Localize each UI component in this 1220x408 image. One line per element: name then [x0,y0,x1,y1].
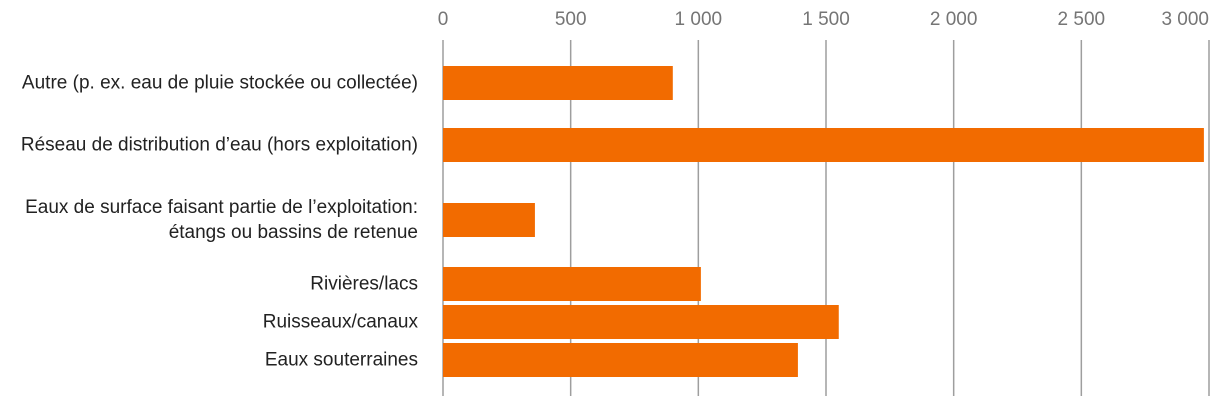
x-tick-label: 2 500 [1058,9,1106,30]
bar [443,66,673,100]
y-tick-label: Ruisseaux/canaux [262,311,418,333]
x-tick-label: 1 500 [802,9,850,30]
bar [443,343,798,377]
y-tick-label: Réseau de distribution d’eau (hors explo… [20,134,418,156]
y-tick-label: Eaux souterraines [264,349,418,371]
bar [443,128,1204,162]
x-tick-label: 2 000 [930,9,978,30]
y-tick-label: Rivières/lacs [310,273,418,295]
bar [443,267,701,301]
x-tick-label: 1 000 [675,9,723,30]
y-tick-label: Autre (p. ex. eau de pluie stockée ou co… [21,72,418,94]
x-tick-label: 500 [555,9,587,30]
x-tick-label: 0 [438,9,449,30]
bar [443,203,535,237]
y-tick-label: Eaux de surface faisant partie de l’expl… [25,197,418,243]
x-tick-label: 3 000 [1161,9,1209,30]
bar [443,305,839,339]
